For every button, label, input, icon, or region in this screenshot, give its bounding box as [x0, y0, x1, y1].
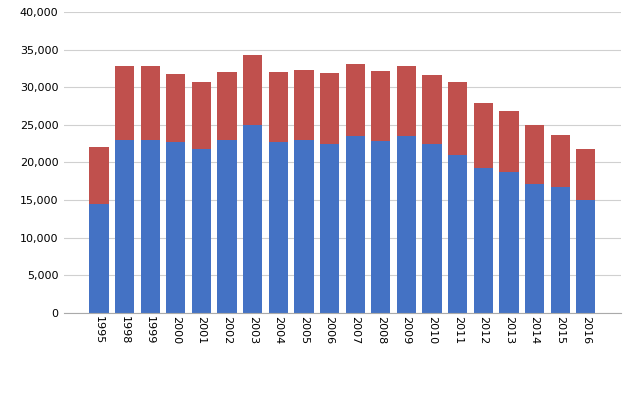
- Bar: [192, 82, 211, 149]
- Bar: [499, 172, 518, 313]
- Bar: [550, 134, 570, 187]
- Bar: [499, 111, 518, 172]
- Bar: [90, 204, 109, 313]
- Bar: [141, 140, 160, 313]
- Bar: [218, 140, 237, 313]
- Bar: [294, 70, 314, 140]
- Bar: [166, 74, 186, 142]
- Bar: [192, 149, 211, 313]
- Bar: [269, 72, 288, 142]
- Bar: [320, 144, 339, 313]
- Bar: [115, 66, 134, 140]
- Bar: [346, 136, 365, 313]
- Bar: [141, 66, 160, 140]
- Bar: [269, 142, 288, 313]
- Bar: [346, 64, 365, 136]
- Bar: [576, 200, 595, 313]
- Bar: [525, 126, 544, 184]
- Bar: [448, 155, 467, 313]
- Bar: [320, 73, 339, 144]
- Bar: [166, 142, 186, 313]
- Bar: [576, 149, 595, 200]
- Bar: [525, 184, 544, 313]
- Bar: [422, 75, 442, 144]
- Bar: [115, 140, 134, 313]
- Bar: [397, 136, 416, 313]
- Bar: [243, 125, 262, 313]
- Bar: [474, 168, 493, 313]
- Bar: [243, 55, 262, 125]
- Bar: [294, 140, 314, 313]
- Bar: [371, 141, 390, 313]
- Bar: [448, 82, 467, 155]
- Bar: [550, 187, 570, 313]
- Bar: [218, 72, 237, 140]
- Bar: [397, 66, 416, 136]
- Bar: [371, 71, 390, 141]
- Bar: [90, 147, 109, 204]
- Bar: [474, 103, 493, 168]
- Bar: [422, 144, 442, 313]
